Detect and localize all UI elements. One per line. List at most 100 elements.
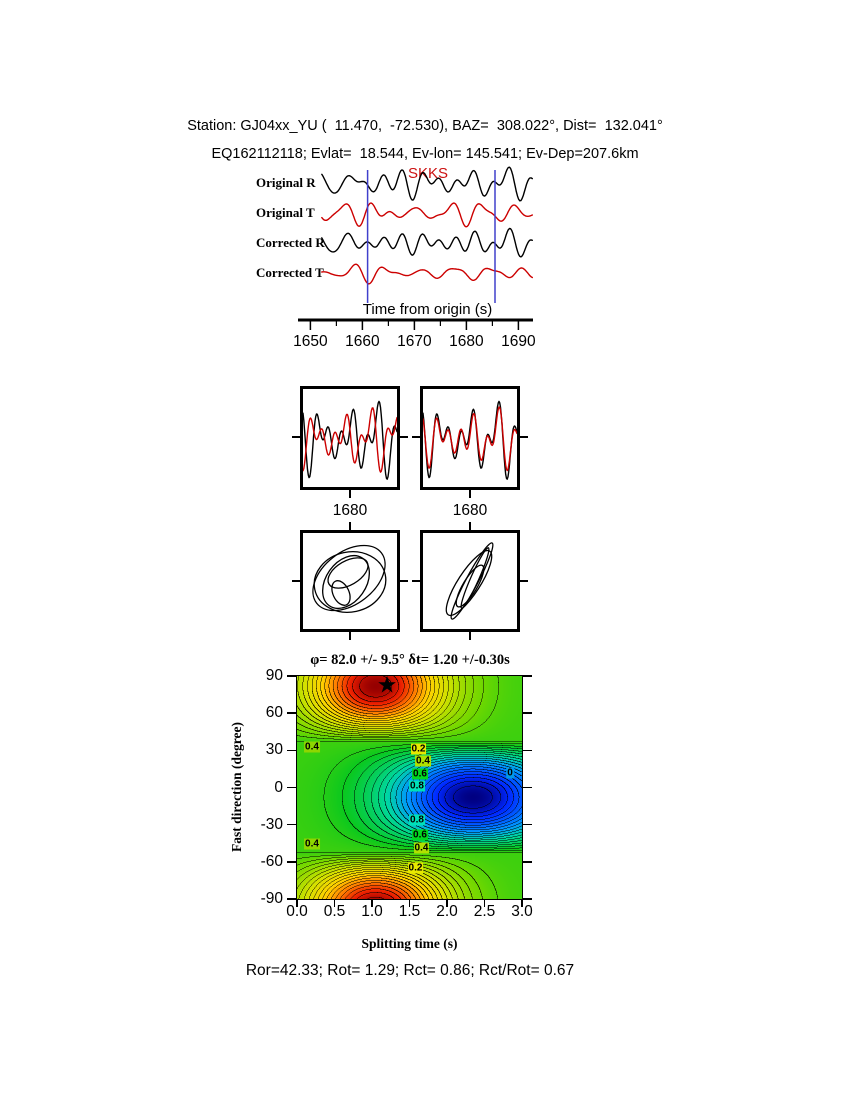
wave-x-tick-label: 1650 [293, 333, 328, 350]
wave-x-tick-label: 1670 [397, 333, 432, 350]
waveform-plot [298, 166, 534, 330]
contour-title: φ= 82.0 +/- 9.5° δt= 1.20 +/-0.30s [310, 652, 510, 668]
contour-frame-tick [408, 900, 411, 907]
contour-frame-tick [287, 675, 296, 677]
contour-y-axis-title: Fast direction (degree) [229, 722, 244, 852]
contour-x-tick-label: 3.0 [511, 903, 533, 920]
trace-label-corrected-t: Corrected T [254, 265, 326, 281]
contour-inline-label: 0.4 [304, 741, 320, 753]
window-trace-slow [423, 406, 517, 472]
panel-frame-tick [520, 436, 528, 438]
contour-inline-label: 0 [506, 767, 514, 779]
contour-frame-tick [296, 900, 298, 907]
particle-motion-panel-left [300, 530, 400, 632]
station-info-line: Station: GJ04xx_YU ( 11.470, -72.530), B… [187, 118, 663, 134]
contour-frame-tick [523, 898, 532, 900]
window-waveform-plot-right [423, 400, 517, 480]
trace-corrected-r [321, 227, 534, 258]
contour-frame-tick [523, 786, 532, 789]
result-stats: Ror=42.33; Rot= 1.29; Rct= 0.86; Rct/Rot… [245, 962, 575, 979]
particle-motion-curve [460, 547, 490, 609]
contour-frame-tick [523, 712, 532, 714]
window-waveform-panel-right [420, 386, 520, 490]
contour-frame-tick [523, 861, 532, 863]
contour-frame-tick [523, 675, 532, 677]
panel-frame-tick [469, 490, 471, 498]
best-fit-star-marker: ★ [376, 671, 398, 698]
contour-x-tick-label: 1.0 [361, 903, 383, 920]
window-trace-slow [303, 407, 397, 473]
waveform-xaxis-title: Time from origin (s) [362, 301, 493, 318]
particle-motion-curve [445, 549, 493, 617]
contour-frame-tick [483, 900, 486, 907]
event-info-line: EQ162112118; Evlat= 18.544, Ev-lon= 145.… [211, 146, 639, 162]
particle-motion-curve [455, 564, 485, 608]
contour-inline-label: 0.6 [412, 768, 428, 780]
trace-original-r [321, 166, 534, 202]
contour-y-tick-label: 30 [265, 741, 283, 759]
contour-inline-label: 0.4 [304, 838, 320, 850]
particle-motion-curve [327, 557, 369, 589]
contour-inline-label: 0.4 [413, 842, 430, 854]
window-trace-fast [303, 400, 397, 480]
contour-y-tick-label: -60 [260, 852, 283, 870]
contour-frame-tick [287, 898, 296, 900]
contour-inline-label: 0.6 [412, 829, 428, 841]
panel-frame-tick [349, 490, 351, 498]
window-tick-label-right: 1680 [452, 502, 488, 519]
contour-frame-tick [523, 749, 532, 752]
contour-frame-tick [287, 712, 296, 714]
panel-frame-tick [520, 580, 528, 582]
trace-label-corrected-r: Corrected R [254, 235, 327, 251]
panel-frame-tick [400, 436, 408, 438]
panel-frame-tick [292, 580, 300, 582]
contour-frame-tick [523, 823, 532, 826]
window-waveform-panel-left [300, 386, 400, 490]
contour-x-tick-label: 1.5 [398, 903, 421, 920]
particle-motion-curve [313, 551, 387, 613]
particle-motion-curve [450, 542, 494, 620]
contour-frame-tick [287, 749, 296, 752]
window-tick-label-left: 1680 [332, 502, 368, 519]
contour-inline-label: 0.2 [410, 743, 427, 755]
particle-motion-curve [312, 544, 386, 612]
trace-original-t [321, 202, 534, 228]
contour-y-tick-label: 90 [265, 667, 283, 684]
contour-inline-label: 0.8 [409, 780, 425, 792]
trace-corrected-t [321, 263, 534, 285]
wave-x-tick-label: 1690 [501, 333, 536, 350]
contour-x-tick-label: 0.0 [286, 903, 308, 920]
contour-inline-label: 0.4 [415, 755, 431, 767]
particle-motion-plot-corrected [445, 542, 494, 620]
panel-frame-tick [349, 522, 351, 530]
panel-frame-tick [400, 580, 408, 582]
particle-motion-panel-right [420, 530, 520, 632]
contour-frame-tick [446, 900, 448, 907]
panel-frame-tick [469, 632, 471, 640]
contour-frame-tick [287, 786, 296, 789]
contour-x-axis-title: Splitting time (s) [361, 936, 458, 951]
contour-y-tick-label: -90 [260, 890, 283, 907]
panel-frame-tick [349, 632, 351, 640]
contour-y-tick-label: -30 [260, 815, 283, 833]
panel-frame-tick [412, 436, 420, 438]
contour-frame-tick [371, 900, 373, 907]
panel-frame-tick [292, 436, 300, 438]
contour-frame-tick [287, 861, 296, 863]
contour-x-tick-label: 2.0 [436, 903, 458, 920]
contour-frame-tick [287, 823, 296, 826]
particle-motion-curve [331, 580, 351, 606]
wave-x-tick-label: 1680 [449, 333, 484, 350]
contour-inline-label: 0.2 [407, 862, 424, 874]
contour-frame-tick [521, 900, 523, 907]
window-waveform-plot-left [303, 400, 397, 480]
contour-y-tick-label: 60 [265, 704, 283, 722]
trace-label-original-r: Original R [254, 175, 318, 191]
panel-frame-tick [469, 522, 471, 530]
wave-x-tick-label: 1660 [345, 333, 380, 350]
contour-inline-label: 0.8 [409, 814, 425, 826]
contour-x-tick-label: 2.5 [473, 903, 496, 920]
particle-motion-plot-original [312, 544, 387, 613]
contour-y-tick-label: 0 [274, 778, 283, 796]
